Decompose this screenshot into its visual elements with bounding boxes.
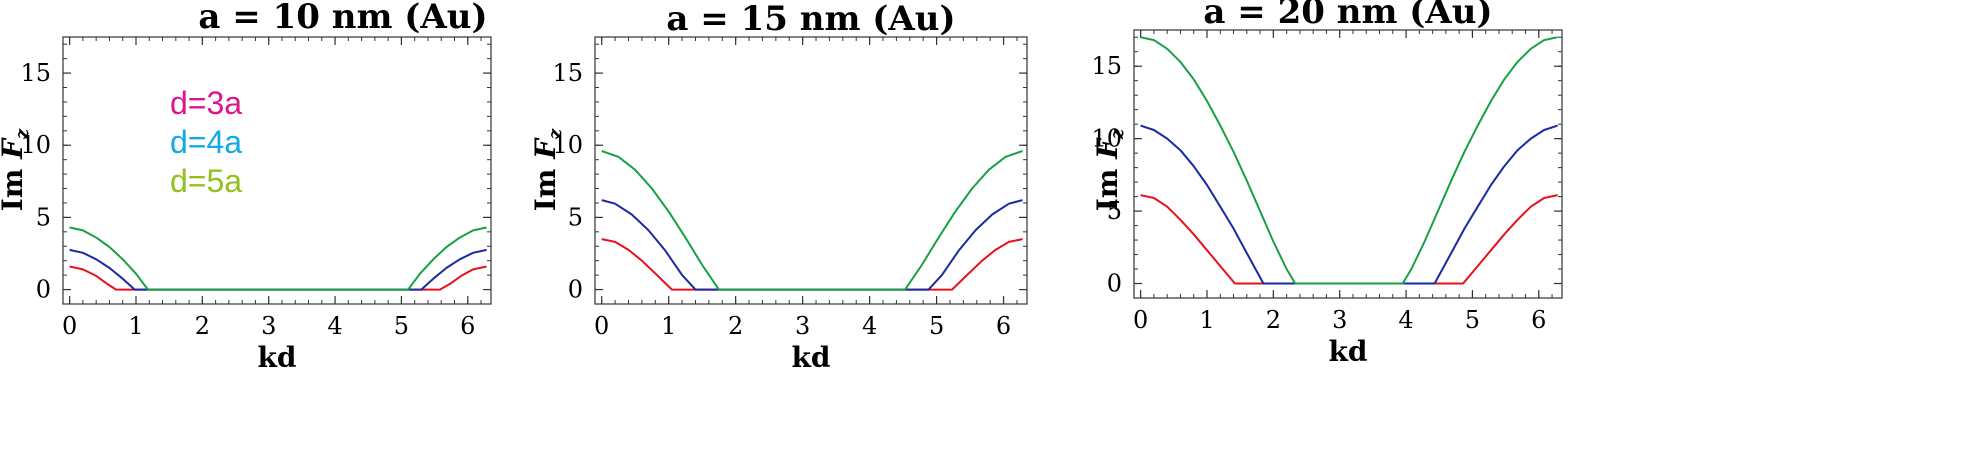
- x-tick-label: 6: [460, 312, 475, 340]
- x-tick-label: 4: [862, 312, 877, 340]
- x-tick-label: 0: [594, 312, 609, 340]
- y-tick-label: 10: [20, 131, 51, 159]
- y-tick-label: 0: [568, 276, 583, 304]
- x-tick-label: 2: [195, 312, 210, 340]
- legend-entry: d=3a: [170, 85, 242, 121]
- series-line-d=3a: [1140, 194, 1558, 285]
- series-line-d=3a: [601, 238, 1023, 291]
- x-tick-label: 2: [1266, 306, 1281, 334]
- series-line-d=5a: [69, 226, 487, 291]
- chart-panel-2: a = 15 nm (Au) 0 1 2 3 4 5 6 0 5 10 15 kd Im Fz: [529, 0, 1028, 374]
- y-tick-label: 15: [1091, 52, 1122, 80]
- y-tick-label: 10: [1091, 125, 1122, 153]
- x-tick-label: 0: [62, 312, 77, 340]
- series-line-d=5a: [1140, 36, 1558, 285]
- chart-title: a = 15 nm (Au): [666, 0, 955, 39]
- x-tick-label: 0: [1133, 306, 1148, 334]
- series-line-d=4a: [601, 199, 1023, 291]
- legend-entry: d=5a: [170, 163, 242, 199]
- y-axis-label: Im Fz: [1091, 128, 1128, 211]
- chart-panel-3: a = 20 nm (Au) 0 1 2 3 4 5 6 0 5 10 15 kd Im Fz: [1091, 0, 1563, 368]
- chart-title: a = 10 nm (Au): [198, 0, 487, 37]
- x-tick-label: 1: [661, 312, 676, 340]
- y-tick-label: 0: [1107, 270, 1122, 298]
- x-tick-label: 5: [394, 312, 409, 340]
- y-tick-label: 0: [36, 276, 51, 304]
- x-axis-label: kd: [258, 341, 297, 374]
- x-tick-label: 5: [1465, 306, 1480, 334]
- plot-frame: [62, 36, 492, 305]
- x-tick-label: 6: [1531, 306, 1546, 334]
- x-axis-label: kd: [1329, 335, 1368, 368]
- x-tick-label: 2: [728, 312, 743, 340]
- y-tick-label: 5: [36, 203, 51, 231]
- x-axis-label: kd: [792, 341, 831, 374]
- chart-title: a = 20 nm (Au): [1203, 0, 1492, 32]
- y-tick-label: 10: [552, 131, 583, 159]
- x-tick-label: 3: [1332, 306, 1347, 334]
- x-tick-label: 1: [1199, 306, 1214, 334]
- x-tick-label: 1: [128, 312, 143, 340]
- y-axis-label: Im Fz: [529, 128, 566, 211]
- x-tick-label: 3: [795, 312, 810, 340]
- legend-entry: d=4a: [170, 124, 242, 160]
- x-tick-label: 5: [929, 312, 944, 340]
- y-axis-label: Im Fz: [0, 128, 33, 211]
- y-tick-label: 5: [1107, 197, 1122, 225]
- series-line-d=4a: [1140, 124, 1558, 285]
- plot-frame: [1133, 29, 1563, 299]
- x-tick-label: 4: [1398, 306, 1413, 334]
- y-tick-label: 15: [552, 59, 583, 87]
- series-line-d=5a: [601, 150, 1023, 291]
- y-tick-label: 5: [568, 203, 583, 231]
- plot-frame: [594, 36, 1028, 305]
- x-tick-label: 3: [261, 312, 276, 340]
- x-tick-label: 6: [996, 312, 1011, 340]
- y-tick-label: 15: [20, 59, 51, 87]
- x-tick-label: 4: [327, 312, 342, 340]
